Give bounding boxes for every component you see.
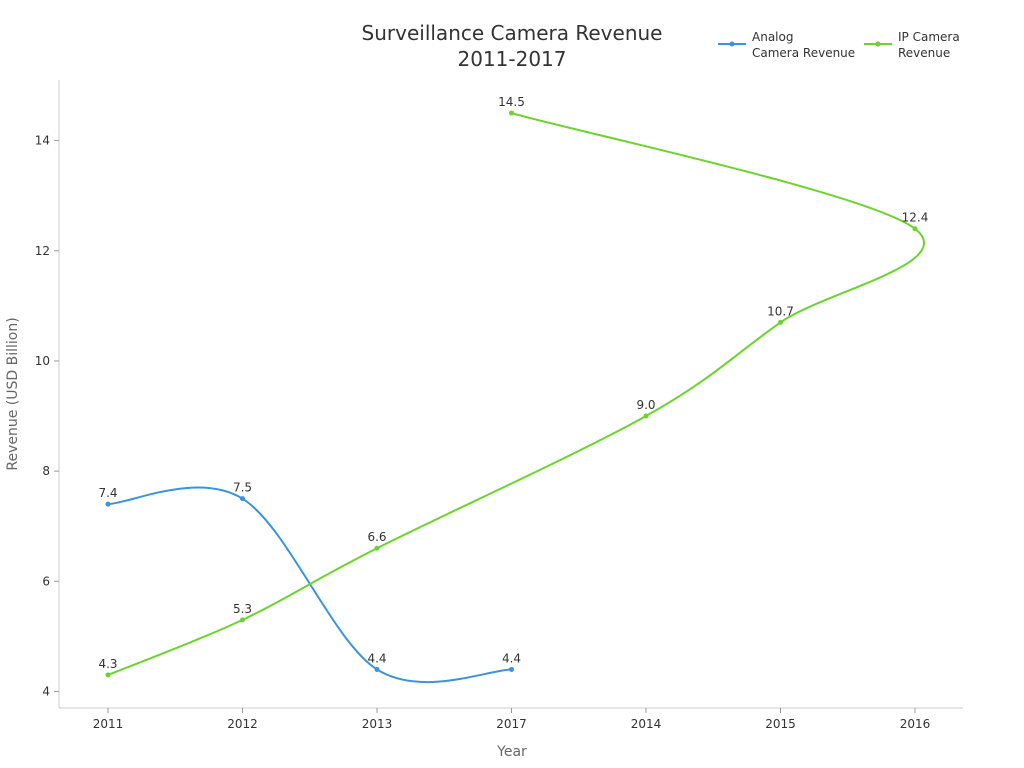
data-point-ip[interactable] [105, 672, 111, 678]
data-point-analog[interactable] [374, 666, 380, 672]
legend-label-ip-line-2: Revenue [898, 46, 950, 60]
data-label-ip: 4.3 [98, 657, 117, 671]
series-layer: 7.4 7.5 4.4 4.4 4.3 5.3 6.6 9.0 10.7 12.4 14.5 [98, 95, 929, 684]
y-tick-label: 14 [35, 134, 50, 148]
series-analog: 7.4 7.5 4.4 4.4 [98, 481, 521, 684]
y-tick-label: 6 [42, 574, 50, 588]
x-tick-label: 2016 [900, 717, 931, 731]
x-tick-label: 2017 [496, 717, 527, 731]
data-point-ip[interactable] [778, 319, 783, 325]
data-label-analog: 4.4 [367, 651, 386, 665]
x-axis-title: Year [496, 744, 527, 760]
data-point-analog[interactable] [509, 666, 514, 672]
data-point-analog[interactable] [240, 496, 245, 502]
series-line-ip [107, 112, 925, 676]
legend-label-analog-line-2: Camera Revenue [752, 46, 855, 60]
legend-marker-analog [729, 41, 735, 47]
data-point-analog[interactable] [105, 501, 111, 507]
legend-marker-ip [875, 41, 881, 47]
x-tick-label: 2011 [93, 717, 124, 731]
chart-title-line-2: 2011-2017 [457, 47, 566, 71]
data-label-ip: 5.3 [233, 602, 252, 616]
legend-label-analog-line-1: Analog [752, 30, 793, 44]
data-point-ip[interactable] [509, 110, 514, 116]
x-ticks: 2011 2012 2013 2017 2014 2015 2016 [93, 708, 931, 731]
data-point-ip[interactable] [374, 545, 380, 551]
y-tick-label: 4 [42, 684, 50, 698]
y-axis-title: Revenue (USD Billion) [5, 317, 21, 470]
x-tick-label: 2012 [227, 717, 258, 731]
legend-item-ip[interactable]: IP Camera Revenue [864, 30, 960, 60]
legend-item-analog[interactable]: Analog Camera Revenue [718, 30, 855, 60]
data-label-ip: 6.6 [367, 530, 386, 544]
series-ip: 4.3 5.3 6.6 9.0 10.7 12.4 14.5 [98, 95, 929, 678]
x-tick-label: 2014 [631, 717, 662, 731]
y-tick-label: 8 [42, 464, 50, 478]
data-label-ip: 9.0 [636, 398, 655, 412]
data-point-ip[interactable] [912, 226, 918, 232]
legend: Analog Camera Revenue IP Camera Revenue [718, 30, 960, 60]
data-label-analog: 4.4 [502, 651, 521, 665]
data-label-ip: 12.4 [902, 211, 929, 225]
legend-label-ip-line-1: IP Camera [898, 30, 960, 44]
chart-title-line-1: Surveillance Camera Revenue [362, 21, 663, 45]
data-label-analog: 7.5 [233, 481, 252, 495]
data-point-ip[interactable] [643, 413, 649, 419]
data-label-ip: 10.7 [767, 304, 794, 318]
data-point-ip[interactable] [240, 617, 245, 623]
data-label-ip: 14.5 [498, 95, 525, 109]
y-ticks: 4 6 8 10 12 14 [35, 134, 59, 698]
y-tick-label: 10 [35, 354, 50, 368]
y-tick-label: 12 [35, 244, 50, 258]
data-label-analog: 7.4 [98, 486, 117, 500]
x-tick-label: 2013 [362, 717, 393, 731]
x-tick-label: 2015 [765, 717, 796, 731]
